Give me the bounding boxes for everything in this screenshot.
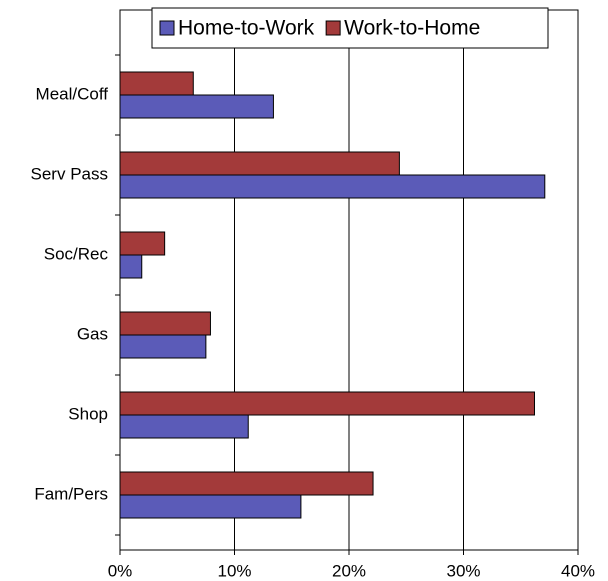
x-tick-label: 30%	[446, 561, 480, 580]
bar	[119, 151, 400, 176]
bar	[119, 334, 207, 359]
bar	[119, 94, 274, 119]
bar	[119, 254, 143, 279]
bar	[119, 391, 535, 416]
bar	[119, 471, 374, 496]
bar	[119, 174, 546, 199]
y-tick-label: Serv Pass	[31, 164, 108, 183]
legend-swatch	[325, 20, 341, 36]
legend-box	[151, 7, 549, 49]
bar	[119, 494, 302, 519]
y-tick-label: Shop	[68, 404, 108, 423]
x-tick-label: 10%	[217, 561, 251, 580]
bar	[119, 414, 249, 439]
legend-label: Work-to-Home	[344, 17, 480, 40]
x-tick-label: 40%	[561, 561, 595, 580]
y-tick-label: Soc/Rec	[44, 244, 109, 263]
y-tick-label: Meal/Coff	[36, 84, 109, 103]
legend-label: Home-to-Work	[178, 17, 315, 40]
y-tick-label: Gas	[77, 324, 108, 343]
y-tick-label: Fam/Pers	[34, 484, 108, 503]
bar	[119, 231, 166, 256]
bar	[119, 71, 194, 96]
x-tick-label: 0%	[108, 561, 133, 580]
legend-swatch	[159, 20, 175, 36]
x-tick-label: 20%	[332, 561, 366, 580]
bar	[119, 311, 211, 336]
